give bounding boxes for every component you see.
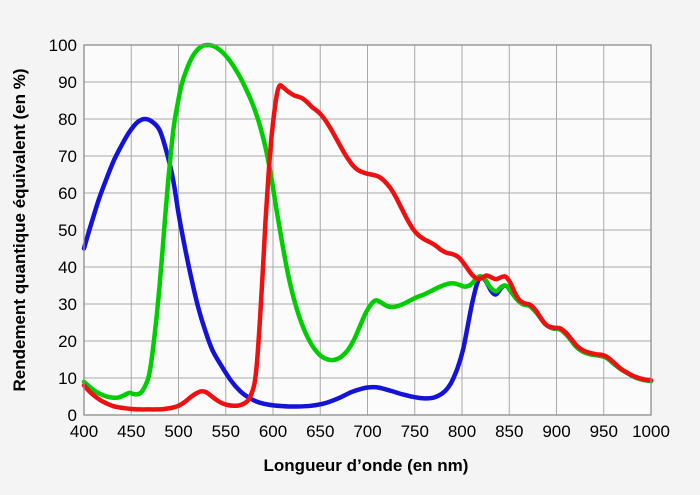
x-tick-label: 900 [542,422,570,441]
x-tick-label: 1000 [632,422,670,441]
y-tick-label: 40 [58,258,77,277]
y-tick-label: 10 [58,369,77,388]
x-axis-title: Longueur d’onde (en nm) [264,456,469,475]
y-tick-label: 70 [58,147,77,166]
x-axis-tick-labels: 400 450 500 550 600 650 700 750 800 850 900 950 1000 [70,422,670,441]
x-tick-label: 750 [401,422,429,441]
plot-border-rect [83,44,652,416]
y-axis-tick-labels: 0 10 20 30 40 50 60 70 80 90 100 [49,36,77,425]
x-tick-label: 500 [164,422,192,441]
y-tick-label: 90 [58,73,77,92]
x-tick-label: 800 [448,422,476,441]
y-axis-title: Rendement quantique équivalent (en %) [10,68,29,391]
y-tick-label: 50 [58,221,77,240]
plot-border [83,44,652,416]
x-tick-label: 400 [70,422,98,441]
x-tick-label: 700 [353,422,381,441]
x-tick-label: 950 [590,422,618,441]
x-tick-label: 850 [495,422,523,441]
y-tick-label: 30 [58,295,77,314]
y-tick-label: 100 [49,36,77,55]
y-tick-label: 80 [58,110,77,129]
y-tick-label: 0 [68,406,77,425]
curve-red [81,83,654,412]
y-tick-label: 20 [58,332,77,351]
x-tick-label: 650 [306,422,334,441]
x-tick-label: 600 [259,422,287,441]
y-tick-label: 60 [58,184,77,203]
curves-layer [81,42,654,412]
x-tick-label: 450 [117,422,145,441]
x-tick-label: 550 [212,422,240,441]
